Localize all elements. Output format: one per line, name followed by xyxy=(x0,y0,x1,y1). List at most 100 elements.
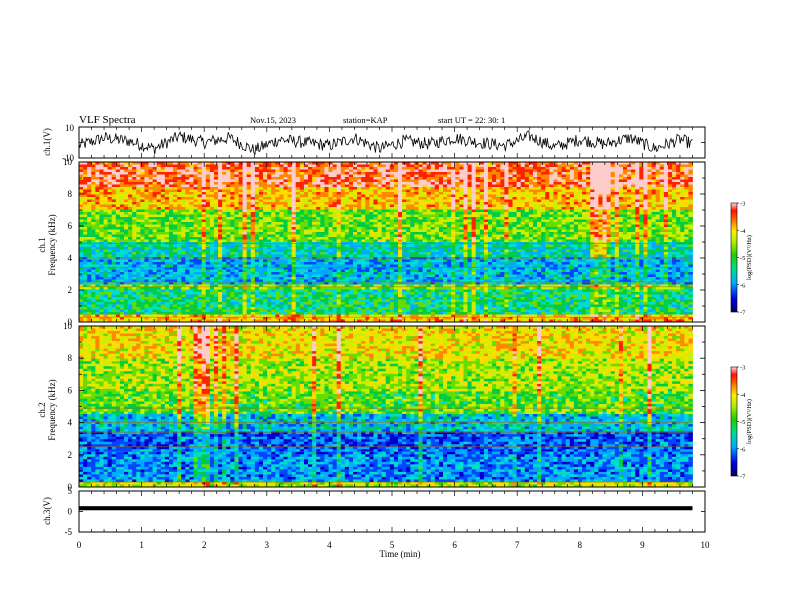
ch1-spectrogram-cell xyxy=(300,202,304,205)
ch1-spectrogram-cell xyxy=(480,210,484,213)
ch1-spectrogram-cell xyxy=(124,217,128,220)
ch1-spectrogram-cell xyxy=(263,167,267,170)
ch1-spectrogram-cell xyxy=(435,227,439,230)
ch1-spectrogram-cell xyxy=(398,190,402,193)
ch1-spectrogram-cell xyxy=(607,200,611,203)
ch1-spectrogram-cell xyxy=(463,222,467,225)
ch1-spectrogram-cell xyxy=(537,200,541,203)
ch1-spectrogram-row xyxy=(79,190,693,193)
ch1-spectrogram-cell xyxy=(279,172,283,175)
ch1-spectrogram-cell xyxy=(463,225,467,228)
ch1-spectrogram-cell xyxy=(508,195,512,198)
ch1-spectrogram-cell xyxy=(140,170,144,173)
ch1-spectrogram-cell xyxy=(87,192,91,195)
ch1-spectrogram-cell xyxy=(226,220,230,223)
ch1-spectrogram-cell xyxy=(226,215,230,218)
ch1-spectrogram-cell xyxy=(414,187,418,190)
ch1-spectrogram-cell xyxy=(382,207,386,210)
ch1-spectrogram-cell xyxy=(558,220,562,223)
ch1-spectrogram-cell xyxy=(529,187,533,190)
ch1-spectrogram-cell xyxy=(496,182,500,185)
ch1-spectrogram-cell xyxy=(288,202,292,205)
ch1-spectrogram-cell xyxy=(128,240,132,243)
ch1-spectrogram-cell xyxy=(153,190,157,193)
ch1-spectrogram-cell xyxy=(259,220,263,223)
ch1-spectrogram-cell xyxy=(459,210,463,213)
ch1-spectrogram-cell xyxy=(239,222,243,225)
ch1-spectrogram-cell xyxy=(688,190,692,193)
ch1-spectrogram-cell xyxy=(574,232,578,235)
ch1-spectrogram-cell xyxy=(206,185,210,188)
ch1-spectrogram-cell xyxy=(455,240,459,243)
ch1-spectrogram-cell xyxy=(500,227,504,230)
ch1-spectrogram-cell xyxy=(537,205,541,208)
ch1-spectrogram-cell xyxy=(574,185,578,188)
ch1-spectrogram-cell xyxy=(243,200,247,203)
ch1-spectrogram-cell xyxy=(120,187,124,190)
ch1-spectrogram-cell xyxy=(349,220,353,223)
ch1-spectrogram-cell xyxy=(443,170,447,173)
ch1-spectrogram-cell xyxy=(488,197,492,200)
ch1-spectrogram-cell xyxy=(120,217,124,220)
ch1-spectrogram-cell xyxy=(603,185,607,188)
ch1-spectrogram-cell xyxy=(586,200,590,203)
ch1-spectrogram-cell xyxy=(202,232,206,235)
ch1-spectrogram-cell xyxy=(525,187,529,190)
ch1-spectrogram-cell xyxy=(181,215,185,218)
ch1-spectrogram-cell xyxy=(476,205,480,208)
ch1-spectrogram-cell xyxy=(140,165,144,168)
ch1-spectrogram-cell xyxy=(275,197,279,200)
ch1-spectrogram-cell xyxy=(414,217,418,220)
ch1-spectrogram-cell xyxy=(635,225,639,228)
ch1-spectrogram-cell xyxy=(149,180,153,183)
ch1-spectrogram-cell xyxy=(619,227,623,230)
ch1-spectrogram-cell xyxy=(590,217,594,220)
ch1-spectrogram-cell xyxy=(349,200,353,203)
ch1-spectrogram-cell xyxy=(684,215,688,218)
ch1-spectrogram-cell xyxy=(312,197,316,200)
ch1-spectrogram-cell xyxy=(545,215,549,218)
ch1-spectrogram-cell xyxy=(165,212,169,215)
ch1-spectrogram-cell xyxy=(255,220,259,223)
ch1-spectrogram-cell xyxy=(349,195,353,198)
ch1-spectrogram-cell xyxy=(508,185,512,188)
ch1-spectrogram-cell xyxy=(230,237,234,240)
ch1-spectrogram-cell xyxy=(439,165,443,168)
ch1-spectrogram-cell xyxy=(255,210,259,213)
ch1-spectrogram-cell xyxy=(349,190,353,193)
ch1-spectrogram-cell xyxy=(382,167,386,170)
ch1-spectrogram-cell xyxy=(427,197,431,200)
ch1-spectrogram-cell xyxy=(153,170,157,173)
ch1-spectrogram-cell xyxy=(328,195,332,198)
ch1-spectrogram-cell xyxy=(549,220,553,223)
ch1-spectrogram-cell xyxy=(324,225,328,228)
ch1-spectrogram-cell xyxy=(459,205,463,208)
ch1-spectrogram-cell xyxy=(95,190,99,193)
ch1-spectrogram-cell xyxy=(349,240,353,243)
ch1-spectrogram-cell xyxy=(194,235,198,238)
ch1-spectrogram-cell xyxy=(611,202,615,205)
ch1-spectrogram-cell xyxy=(373,187,377,190)
ch1-spectrogram-cell xyxy=(643,225,647,228)
ch1-spectrogram-cell xyxy=(517,227,521,230)
ch1-spectrogram-cell xyxy=(508,215,512,218)
ch1-spectrogram-row xyxy=(79,232,693,235)
ch1-spectrogram-cell xyxy=(607,167,611,170)
ch1-spectrogram-cell xyxy=(598,210,602,213)
ch1-spectrogram-cell xyxy=(414,177,418,180)
ch1-spectrogram-cell xyxy=(688,220,692,223)
ch1-spectrogram-cell xyxy=(194,232,198,235)
ch1-spectrogram-cell xyxy=(230,182,234,185)
ch1-spectrogram-cell xyxy=(631,190,635,193)
ch1-spectrogram-cell xyxy=(468,237,472,240)
ch1-spectrogram-cell xyxy=(500,165,504,168)
ch1-spectrogram-cell xyxy=(165,180,169,183)
ch1-spectrogram-cell xyxy=(439,215,443,218)
ch1-spectrogram-cell xyxy=(427,200,431,203)
ch1-spectrogram-cell xyxy=(492,207,496,210)
ch1-spectrogram-cell xyxy=(214,172,218,175)
ch1-spectrogram-cell xyxy=(402,210,406,213)
ch1-spectrogram-cell xyxy=(218,185,222,188)
ch1-spectrogram-cell xyxy=(177,172,181,175)
ch1-spectrogram-cell xyxy=(672,167,676,170)
